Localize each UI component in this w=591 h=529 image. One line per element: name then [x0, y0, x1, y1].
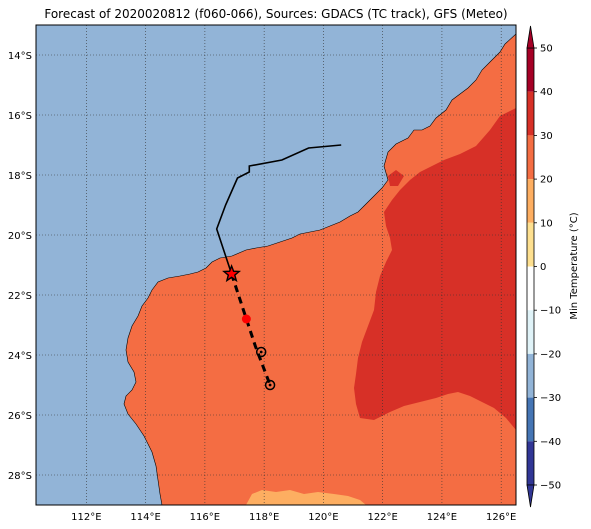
colorbar-tick-label: −10	[540, 306, 561, 317]
cool-region	[246, 490, 366, 505]
colorbar-band	[527, 222, 534, 267]
hot-patch	[388, 170, 404, 186]
colorbar-tick-label: 40	[540, 87, 553, 98]
colorbar-band	[527, 353, 534, 398]
past-track-line	[215, 144, 342, 275]
colorbar: 50 40 30 20 10 0 −10 −20 −30 −40 −50 Min Temperatu…	[526, 25, 580, 508]
lat-tick-label: 20°S	[8, 231, 32, 242]
map-frame	[35, 24, 517, 506]
lat-tick-label: 28°S	[8, 471, 32, 482]
lon-tick-label: 120°E	[308, 512, 338, 523]
graticule	[36, 25, 516, 505]
colorbar-bottom-arrow	[526, 484, 535, 508]
forecast-point-center	[268, 383, 272, 387]
lon-tick-label: 116°E	[190, 512, 220, 523]
forecast-point-center	[259, 350, 263, 354]
colorbar-top-arrow	[526, 25, 535, 49]
lon-tick-label: 126°E	[486, 512, 516, 523]
lon-tick-label: 124°E	[427, 512, 457, 523]
colorbar-band	[527, 91, 534, 136]
lat-tick-label: 26°S	[8, 411, 32, 422]
lat-tick-label: 16°S	[8, 111, 32, 122]
lat-tick-label: 14°S	[8, 51, 32, 62]
colorbar-tick-label: 20	[540, 175, 553, 186]
axis-ticks: 112°E 114°E 116°E 118°E 120°E 122°E 124°E 126°E…	[8, 51, 516, 523]
colorbar-tick-label: 30	[540, 131, 553, 142]
colorbar-tick-label: −50	[540, 481, 561, 492]
lat-tick-label: 18°S	[8, 171, 32, 182]
colorbar-tick-label: 50	[540, 44, 553, 55]
hot-region	[354, 108, 516, 430]
colorbar-band	[527, 48, 534, 92]
forecast-point-dot	[241, 314, 251, 324]
map-title: Forecast of 2020020812 (f060-066), Sourc…	[44, 7, 508, 21]
colorbar-band	[527, 135, 534, 180]
lon-tick-label: 114°E	[130, 512, 160, 523]
colorbar-band	[527, 310, 534, 354]
colorbar-band	[527, 179, 534, 223]
lat-tick-label: 22°S	[8, 291, 32, 302]
forecast-track-line	[230, 273, 272, 386]
lat-tick-label: 24°S	[8, 351, 32, 362]
lon-tick-label: 118°E	[249, 512, 279, 523]
forecast-point-ring	[255, 346, 267, 358]
colorbar-band	[527, 266, 534, 311]
colorbar-band	[527, 397, 534, 442]
colorbar-tick-label: −40	[540, 437, 561, 448]
colorbar-band	[527, 441, 534, 485]
current-position-star-icon	[222, 264, 242, 283]
lon-tick-label: 122°E	[367, 512, 397, 523]
colorbar-label: Min Temperature (°C)	[569, 212, 580, 319]
forecast-point-ring	[264, 379, 276, 391]
colorbar-tick-label: −20	[540, 349, 561, 360]
colorbar-tick-label: 0	[540, 262, 546, 273]
forecast-points	[241, 314, 276, 391]
lon-tick-label: 112°E	[71, 512, 101, 523]
colorbar-tick-label: −30	[540, 393, 561, 404]
colorbar-tick-label: 10	[540, 218, 553, 229]
